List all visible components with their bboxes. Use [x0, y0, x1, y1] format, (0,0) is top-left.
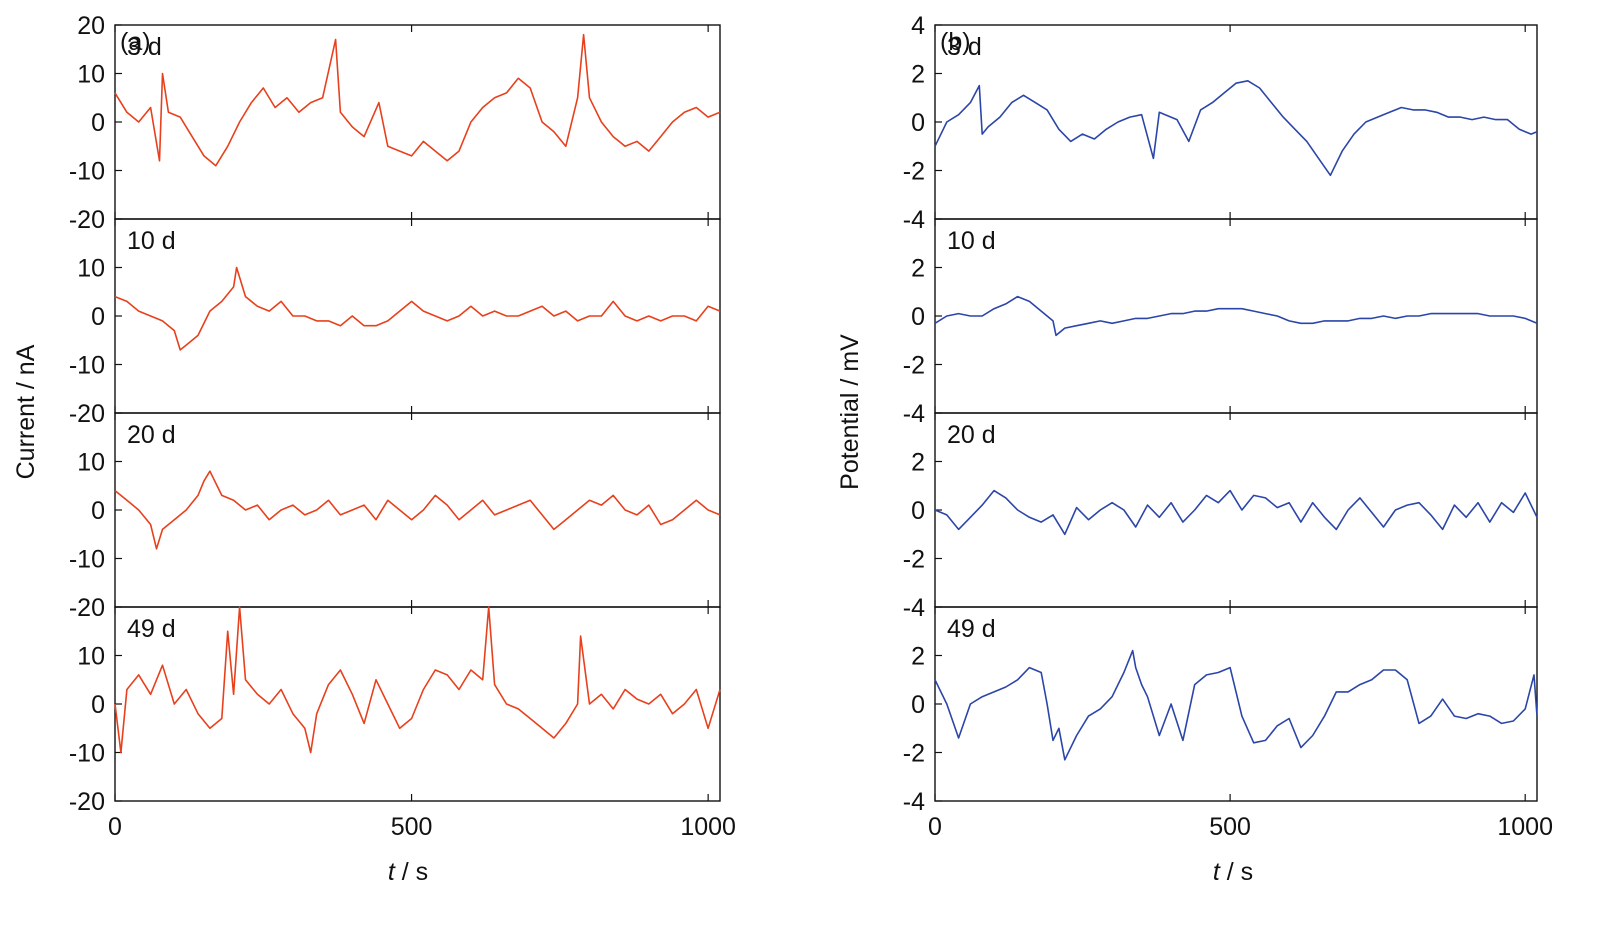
y-tick-label: -4	[903, 400, 925, 428]
panel-b-3d: 4 2 0 -2 -4 3 d	[903, 12, 1538, 234]
y-tick-label: 0	[91, 691, 105, 719]
y-tick-label: -4	[903, 206, 925, 234]
series-line-3d	[934, 80, 1538, 177]
y-tick-label: 20	[77, 12, 105, 40]
series-line-49d	[114, 606, 721, 754]
panel-a-3d: 20 10 0 -10 -20 3 d	[69, 12, 721, 234]
series-label-3d: 3 d	[127, 33, 162, 61]
y-tick-label: 4	[911, 12, 925, 40]
panel-a-label: (a)	[120, 28, 151, 56]
panel-frame	[114, 412, 721, 608]
series-line-10d	[114, 266, 721, 351]
y-tick-label: 10	[77, 643, 105, 671]
y-tick-label: 0	[91, 497, 105, 525]
y-tick-label: -20	[69, 788, 105, 816]
y-tick-label: -20	[69, 400, 105, 428]
xlabel-a: t / s	[388, 858, 428, 886]
y-tick-label: 2	[911, 643, 925, 671]
xlabel-b: t / s	[1213, 858, 1253, 886]
y-tick-label: -2	[903, 546, 925, 574]
y-tick-label: -10	[69, 546, 105, 574]
y-tick-label: -20	[69, 206, 105, 234]
y-tick-label: -20	[69, 594, 105, 622]
panel-frame	[934, 24, 1538, 220]
y-tick-label: 0	[911, 109, 925, 137]
series-line-20d	[114, 470, 721, 550]
x-tick-label: 1000	[1497, 813, 1553, 841]
y-tick-label: 0	[911, 303, 925, 331]
series-label-10d: 10 d	[127, 227, 176, 255]
panel-a-10d: 10 0 -10 -20 10 d	[69, 218, 721, 428]
y-tick-label: 10	[77, 449, 105, 477]
series-label-49d: 49 d	[127, 615, 176, 643]
series-line-10d	[934, 295, 1538, 337]
panel-b-label: (b)	[940, 28, 971, 56]
series-label-3d: 3 d	[947, 33, 982, 61]
y-tick-label: 2	[911, 449, 925, 477]
y-tick-label: 0	[91, 109, 105, 137]
panel-a-20d: 10 0 -10 -20 20 d	[69, 412, 721, 622]
y-tick-label: -10	[69, 158, 105, 186]
panel-frame	[934, 412, 1538, 608]
series-label-20d: 20 d	[947, 421, 996, 449]
figure-b: 420-2-43 d 20-2-410 d 20-2-420 d 20-2-40…	[836, 12, 1553, 886]
y-tick-label: -4	[903, 788, 925, 816]
series-label-49d: 49 d	[947, 615, 996, 643]
panel-frame	[934, 218, 1538, 414]
y-tick-label: -4	[903, 594, 925, 622]
y-tick-label: 2	[911, 61, 925, 89]
series-line-3d	[114, 33, 721, 167]
series-line-20d	[934, 489, 1538, 536]
panel-b-20d: 2 0 -2 -4 20 d	[903, 412, 1538, 622]
panel-b-10d: 2 0 -2 -4 10 d	[903, 218, 1538, 428]
series-label-20d: 20 d	[127, 421, 176, 449]
y-tick-label: -10	[69, 740, 105, 768]
y-tick-label: 0	[911, 497, 925, 525]
x-tick-label: 500	[391, 813, 433, 841]
x-tick-label: 0	[108, 813, 122, 841]
ylabel-a: Current / nA	[12, 344, 40, 479]
panel-frame	[114, 24, 721, 220]
x-tick-label: 1000	[680, 813, 736, 841]
series-label-10d: 10 d	[947, 227, 996, 255]
y-tick-label: -2	[903, 352, 925, 380]
ylabel-b: Potential / mV	[836, 334, 864, 490]
y-tick-label: 0	[91, 303, 105, 331]
y-tick-label: 2	[911, 255, 925, 283]
x-tick-label: 500	[1209, 813, 1251, 841]
y-tick-label: -10	[69, 352, 105, 380]
y-tick-label: 10	[77, 61, 105, 89]
x-tick-label: 0	[928, 813, 942, 841]
panel-frame	[114, 218, 721, 414]
y-tick-label: -2	[903, 740, 925, 768]
y-tick-label: -2	[903, 158, 925, 186]
y-tick-label: 0	[911, 691, 925, 719]
series-line-49d	[934, 649, 1538, 761]
y-tick-label: 10	[77, 255, 105, 283]
